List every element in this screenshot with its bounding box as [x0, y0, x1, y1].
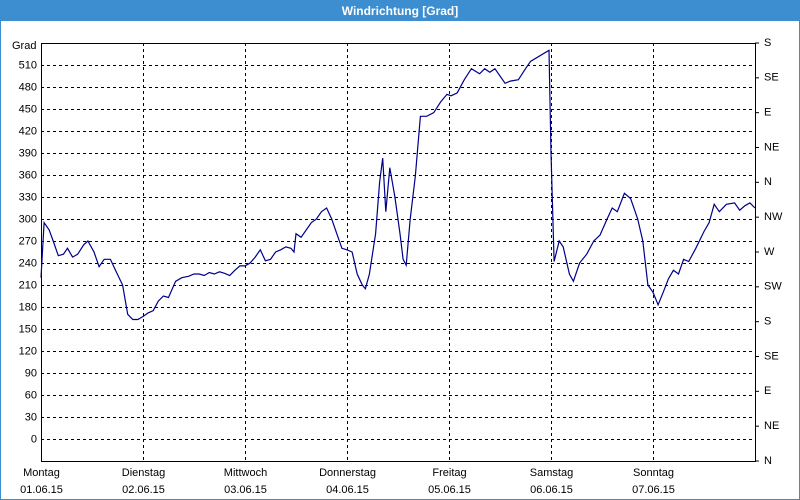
y2-tick-label: NE — [764, 141, 779, 153]
y-tick-label: 120 — [19, 345, 37, 357]
x-tick-date: 06.06.15 — [530, 484, 573, 496]
y2-tick-label: SE — [764, 72, 779, 84]
y2-tick-label: E — [764, 107, 771, 119]
y-tick-label: 270 — [19, 235, 37, 247]
y2-tick-label: N — [764, 455, 772, 467]
x-tick-label: Freitag — [432, 467, 466, 479]
x-tick-label: Sonntag — [633, 467, 674, 479]
y2-tick-label: NW — [764, 211, 783, 223]
y-tick-label: 30 — [25, 411, 37, 423]
y-tick-label: 90 — [25, 367, 37, 379]
y-tick-label: 240 — [19, 257, 37, 269]
y-tick-label: 360 — [19, 169, 37, 181]
x-tick-label: Dienstag — [122, 467, 165, 479]
x-tick-date: 01.06.15 — [20, 484, 63, 496]
y2-tick-label: SW — [764, 281, 782, 293]
y2-tick-label: W — [764, 246, 775, 258]
x-tick-date: 07.06.15 — [632, 484, 675, 496]
x-tick-date: 05.06.15 — [428, 484, 471, 496]
y2-tick-label: E — [764, 385, 771, 397]
y-tick-label: 450 — [19, 103, 37, 115]
y-tick-label: 300 — [19, 213, 37, 225]
x-tick-date: 03.06.15 — [224, 484, 267, 496]
y-tick-label: 210 — [19, 279, 37, 291]
y2-tick-label: N — [764, 176, 772, 188]
x-tick-label: Montag — [23, 467, 60, 479]
y2-tick-label: SE — [764, 350, 779, 362]
y-tick-label: 60 — [25, 389, 37, 401]
y-tick-label: 480 — [19, 81, 37, 93]
x-tick-label: Donnerstag — [319, 467, 376, 479]
y2-tick-label: S — [764, 316, 771, 328]
x-tick-label: Samstag — [530, 467, 573, 479]
y-tick-label: 330 — [19, 191, 37, 203]
y2-tick-label: S — [764, 37, 771, 49]
y-tick-label: 180 — [19, 301, 37, 313]
y-tick-label: 150 — [19, 323, 37, 335]
x-tick-label: Mittwoch — [224, 467, 267, 479]
y-tick-label: 0 — [31, 433, 37, 445]
y-tick-label: 390 — [19, 147, 37, 159]
y-axis-label: Grad — [12, 40, 36, 52]
y-tick-label: 510 — [19, 59, 37, 71]
y-tick-label: 420 — [19, 125, 37, 137]
chart-title: Windrichtung [Grad] — [1, 1, 799, 21]
x-tick-date: 04.06.15 — [326, 484, 369, 496]
y2-tick-label: NE — [764, 420, 779, 432]
plot-border — [41, 43, 756, 462]
x-tick-date: 02.06.15 — [122, 484, 165, 496]
data-line — [40, 49, 756, 321]
